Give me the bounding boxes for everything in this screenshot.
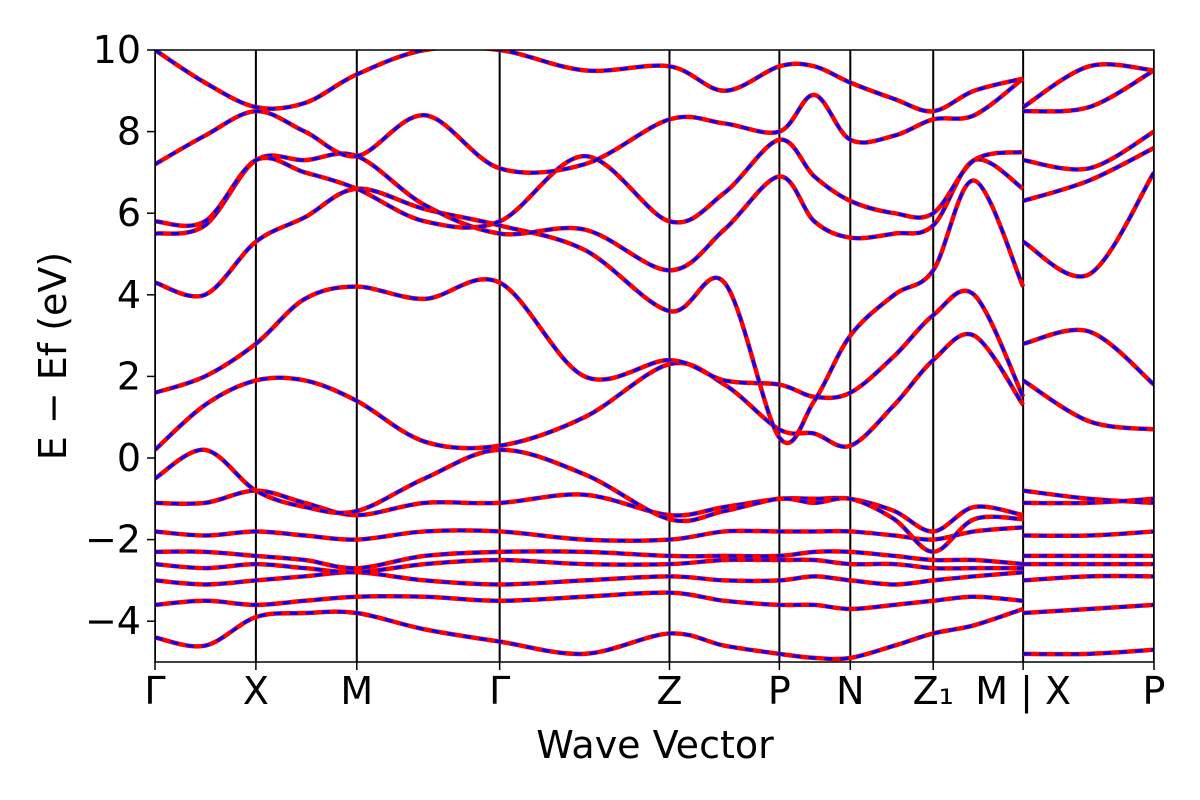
band-line: [155, 145, 1154, 273]
x-tick-label: Γ: [144, 669, 165, 713]
band-line-dashed: [155, 607, 1154, 661]
plot-area: [155, 50, 1154, 662]
band-line-dashed: [155, 332, 1154, 451]
x-tick-label: P: [1143, 669, 1166, 713]
y-tick-label: 4: [117, 273, 141, 317]
band-line-dashed: [155, 525, 1154, 543]
band-line: [155, 68, 1154, 176]
x-tick-label: M: [340, 669, 373, 713]
x-axis-label: Wave Vector: [536, 723, 774, 767]
band-line-dashed: [155, 570, 1154, 586]
y-tick-label: 6: [117, 191, 141, 235]
y-axis-label: E − Ef (eV): [31, 252, 75, 461]
band-line-dashed: [155, 277, 1154, 400]
band-line-dashed: [155, 130, 1154, 230]
x-tick-label: P: [768, 669, 791, 713]
x-tick-label: M | X: [975, 669, 1071, 714]
y-tick-label: 10: [93, 28, 141, 72]
band-line-dashed: [155, 146, 1154, 272]
x-tick-label: Z: [656, 669, 682, 713]
band-line-dashed: [155, 549, 1154, 570]
x-tick-label: N: [836, 669, 864, 713]
band-line-dashed: [155, 558, 1154, 574]
x-tick-label: X: [243, 669, 269, 713]
band-line-dashed: [155, 69, 1154, 175]
band-line: [155, 606, 1154, 662]
band-line: [155, 129, 1154, 230]
band-line-dashed: [155, 448, 1154, 554]
y-tick-label: 0: [117, 436, 141, 480]
axes-frame: [154, 49, 1155, 663]
band-line: [155, 590, 1154, 616]
y-tick-label: −2: [85, 518, 141, 562]
x-tick-label: Z₁: [913, 669, 954, 713]
x-tick-label: Γ: [489, 669, 510, 713]
y-tick-label: 2: [117, 354, 141, 398]
band-line-dashed: [155, 171, 1154, 445]
band-line-dashed: [155, 50, 1154, 113]
y-tick-label: 8: [117, 110, 141, 154]
band-line-dashed: [155, 591, 1154, 615]
y-tick-label: −4: [85, 599, 141, 643]
